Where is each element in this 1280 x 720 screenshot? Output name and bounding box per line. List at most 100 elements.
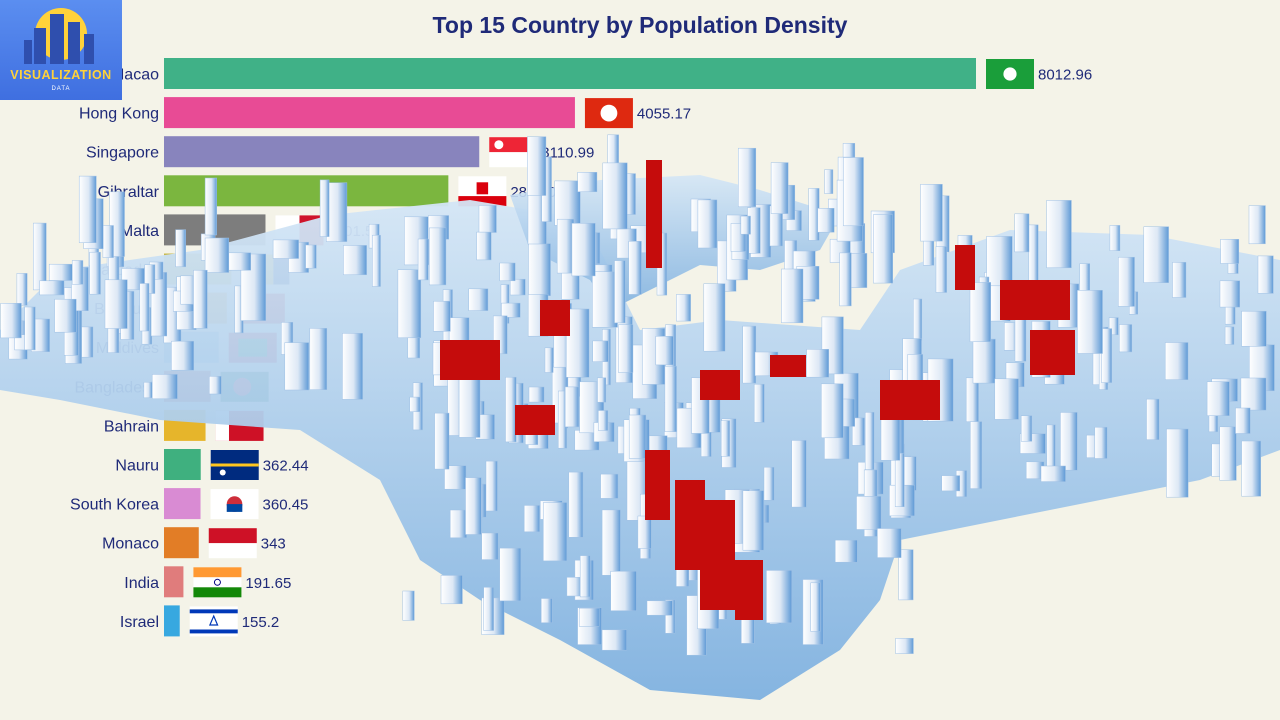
building-block bbox=[839, 252, 852, 307]
building-block bbox=[697, 199, 718, 249]
building-block bbox=[309, 328, 328, 390]
building-block bbox=[1118, 256, 1135, 307]
building-block bbox=[509, 278, 526, 296]
building-block bbox=[972, 338, 996, 384]
building-block bbox=[1220, 239, 1240, 264]
building-block bbox=[1224, 326, 1235, 345]
building-block bbox=[655, 336, 674, 366]
building-block bbox=[1241, 310, 1267, 347]
building-block bbox=[554, 180, 581, 226]
nauru-flag-icon bbox=[210, 450, 259, 480]
building-block bbox=[1109, 225, 1121, 251]
building-block bbox=[209, 376, 222, 395]
building-block bbox=[527, 136, 547, 196]
building-block bbox=[994, 378, 1019, 420]
building-block bbox=[970, 421, 982, 489]
bar-israel bbox=[164, 605, 180, 637]
building-block bbox=[78, 175, 97, 243]
category-label: South Korea bbox=[70, 497, 159, 514]
building-block bbox=[808, 188, 820, 241]
building-block bbox=[24, 306, 36, 351]
building-block bbox=[342, 333, 363, 400]
building-block bbox=[742, 490, 764, 551]
building-block bbox=[171, 340, 194, 371]
building-block bbox=[1046, 200, 1072, 269]
building-block bbox=[16, 273, 28, 306]
building-block bbox=[601, 509, 621, 576]
building-block bbox=[458, 375, 481, 438]
building-block bbox=[864, 412, 875, 470]
building-block bbox=[646, 600, 673, 616]
value-label: 360.45 bbox=[263, 497, 309, 514]
logo-emblem-icon bbox=[24, 8, 94, 64]
building-block bbox=[1143, 226, 1169, 283]
category-label: Israel bbox=[120, 614, 159, 631]
building-block bbox=[965, 377, 979, 422]
category-label: Nauru bbox=[115, 458, 159, 475]
building-block bbox=[913, 298, 923, 341]
singapore-flag-icon bbox=[489, 137, 538, 168]
building-block bbox=[766, 570, 792, 624]
building-block bbox=[1101, 328, 1112, 383]
building-block bbox=[1028, 224, 1039, 282]
building-block bbox=[571, 223, 596, 277]
building-block bbox=[139, 283, 150, 332]
building-block bbox=[1119, 324, 1133, 353]
building-block bbox=[483, 587, 494, 631]
gibraltar-flag-icon bbox=[458, 176, 507, 207]
building-block bbox=[1219, 280, 1240, 308]
building-block bbox=[720, 420, 730, 457]
category-label: Singapore bbox=[86, 145, 159, 162]
category-label: Macao bbox=[111, 67, 159, 84]
building-block bbox=[528, 386, 545, 403]
south-korea-flag-icon bbox=[210, 489, 259, 520]
building-block bbox=[791, 440, 807, 508]
building-block bbox=[372, 234, 381, 287]
building-block bbox=[0, 303, 22, 339]
building-block bbox=[175, 229, 186, 268]
building-block bbox=[969, 282, 991, 342]
building-block bbox=[742, 325, 757, 384]
building-block bbox=[834, 539, 858, 563]
building-block bbox=[540, 598, 553, 623]
building-block bbox=[143, 381, 153, 399]
bar-singapore bbox=[164, 136, 480, 168]
building-block bbox=[856, 496, 882, 530]
building-block bbox=[1020, 415, 1033, 442]
building-block bbox=[1241, 440, 1261, 497]
building-block bbox=[738, 147, 757, 208]
building-block bbox=[598, 410, 608, 431]
building-block bbox=[1014, 213, 1030, 253]
building-block bbox=[144, 264, 156, 294]
building-block bbox=[824, 169, 834, 194]
building-block bbox=[568, 471, 584, 538]
building-block bbox=[319, 179, 330, 237]
building-block bbox=[577, 172, 598, 193]
building-block bbox=[89, 251, 101, 295]
building-block bbox=[810, 582, 821, 632]
building-block bbox=[821, 383, 844, 439]
building-block bbox=[440, 575, 463, 605]
building-block bbox=[600, 473, 619, 499]
brand-logo: VISUALIZATION DATA bbox=[0, 0, 122, 100]
category-label: India bbox=[124, 575, 159, 592]
building-block bbox=[505, 376, 517, 443]
category-label: Monaco bbox=[102, 536, 159, 553]
israel-flag-icon bbox=[189, 606, 238, 637]
building-block bbox=[986, 236, 1013, 287]
logo-subtitle: DATA bbox=[51, 86, 71, 92]
building-block bbox=[544, 347, 554, 373]
building-block bbox=[579, 555, 591, 598]
building-block bbox=[397, 269, 422, 339]
building-block bbox=[753, 383, 765, 423]
building-block bbox=[602, 162, 628, 230]
logo-title: VISUALIZATION bbox=[10, 68, 112, 82]
building-block bbox=[228, 252, 251, 271]
building-block bbox=[1060, 412, 1078, 471]
value-label: 191.65 bbox=[245, 575, 291, 592]
building-block bbox=[272, 239, 299, 259]
building-block bbox=[343, 245, 367, 276]
building-block bbox=[1206, 381, 1230, 416]
